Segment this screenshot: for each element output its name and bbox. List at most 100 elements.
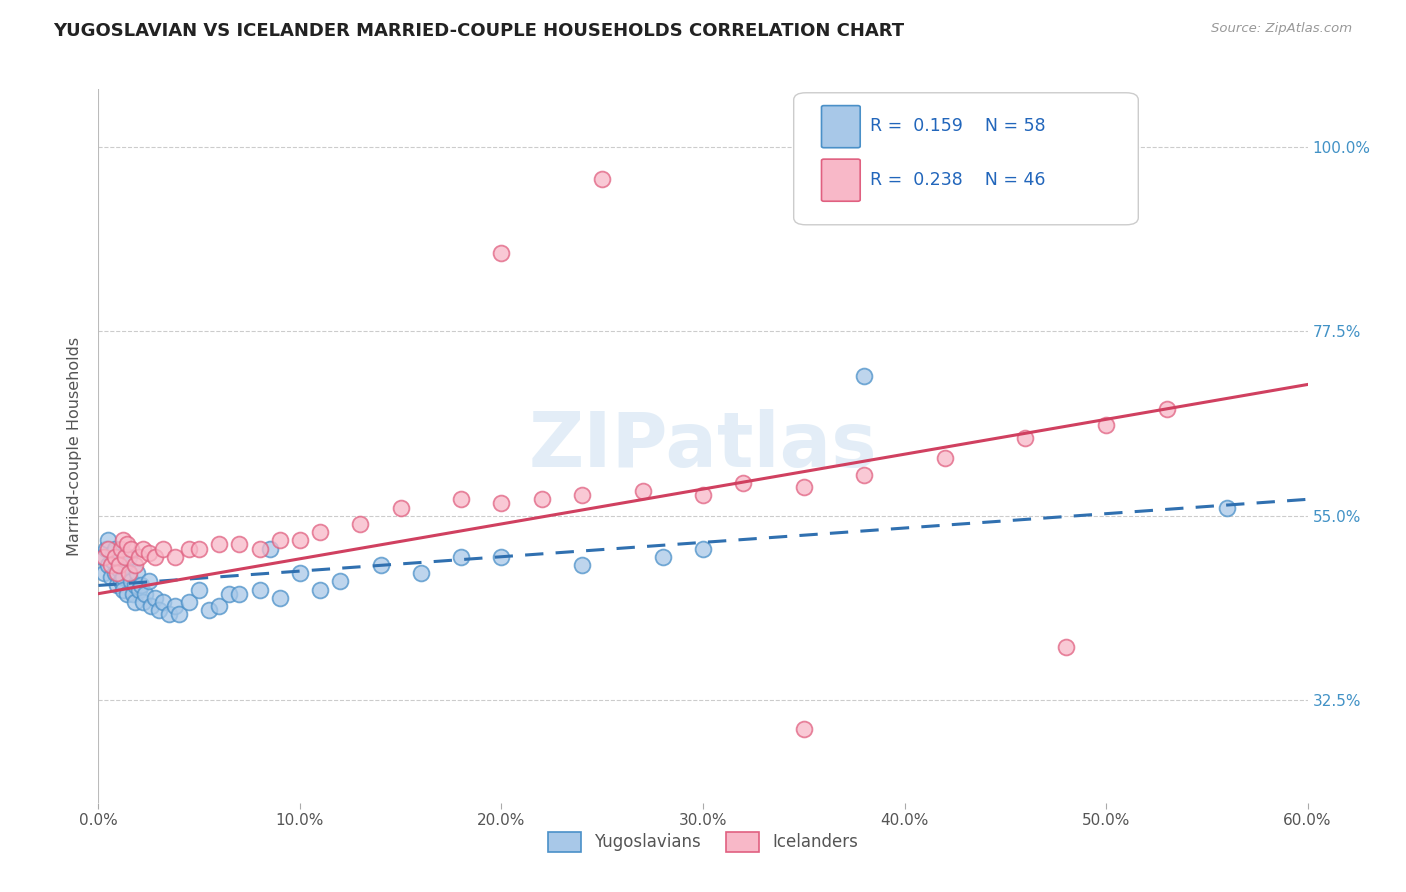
Point: [1216, 500, 1239, 515]
Point: [793, 480, 815, 494]
Point: [105, 578, 128, 592]
Point: [115, 587, 138, 601]
Text: Source: ZipAtlas.com: Source: ZipAtlas.com: [1212, 22, 1353, 36]
Point: [143, 591, 166, 605]
Point: [107, 558, 129, 572]
Point: [139, 599, 162, 613]
Point: [208, 537, 231, 551]
Point: [692, 488, 714, 502]
Point: [97, 558, 120, 572]
Point: [571, 488, 593, 502]
Point: [491, 246, 513, 260]
Point: [1014, 431, 1036, 445]
Point: [733, 475, 755, 490]
Point: [152, 595, 174, 609]
Point: [124, 595, 146, 609]
Y-axis label: Married-couple Households: Married-couple Households: [67, 336, 83, 556]
FancyBboxPatch shape: [821, 159, 860, 202]
Point: [91, 549, 114, 564]
FancyBboxPatch shape: [821, 105, 860, 148]
Point: [309, 582, 332, 597]
Point: [103, 549, 125, 564]
Point: [793, 722, 815, 736]
Point: [228, 587, 250, 601]
Point: [188, 582, 211, 597]
Point: [853, 467, 876, 482]
Point: [134, 587, 156, 601]
Point: [450, 492, 472, 507]
Point: [148, 603, 170, 617]
Point: [110, 574, 132, 589]
Point: [101, 546, 124, 560]
Legend: Yugoslavians, Icelanders: Yugoslavians, Icelanders: [541, 825, 865, 859]
Text: ZIPatlas: ZIPatlas: [529, 409, 877, 483]
Point: [132, 595, 155, 609]
Point: [97, 541, 120, 556]
Point: [120, 541, 142, 556]
Point: [129, 578, 152, 592]
Point: [934, 451, 956, 466]
Point: [370, 558, 392, 572]
Point: [105, 566, 128, 581]
Point: [530, 492, 553, 507]
Point: [167, 607, 190, 622]
Point: [269, 591, 291, 605]
Point: [101, 554, 124, 568]
Point: [631, 484, 654, 499]
Point: [249, 582, 271, 597]
Point: [110, 541, 132, 556]
Point: [288, 533, 311, 548]
Point: [349, 516, 371, 531]
Point: [329, 574, 352, 589]
Point: [450, 549, 472, 564]
Point: [853, 369, 876, 384]
Text: R =  0.159    N = 58: R = 0.159 N = 58: [870, 118, 1046, 136]
Point: [107, 562, 129, 576]
Point: [1054, 640, 1077, 654]
Point: [93, 549, 115, 564]
Point: [249, 541, 271, 556]
Point: [107, 549, 129, 564]
Point: [118, 566, 141, 581]
Point: [103, 566, 125, 581]
Point: [124, 578, 146, 592]
Point: [491, 549, 513, 564]
Point: [118, 566, 141, 581]
Point: [288, 566, 311, 581]
Point: [1095, 418, 1118, 433]
Point: [115, 537, 138, 551]
Point: [591, 172, 613, 186]
Point: [163, 599, 186, 613]
Point: [188, 541, 211, 556]
Point: [111, 570, 134, 584]
Point: [208, 599, 231, 613]
Point: [128, 582, 150, 597]
FancyBboxPatch shape: [793, 93, 1139, 225]
Point: [138, 574, 160, 589]
Point: [97, 533, 120, 548]
Point: [96, 541, 118, 556]
Point: [692, 541, 714, 556]
Point: [124, 558, 146, 572]
Point: [179, 595, 201, 609]
Text: R =  0.238    N = 46: R = 0.238 N = 46: [870, 171, 1046, 189]
Point: [103, 541, 125, 556]
Point: [138, 546, 160, 560]
Point: [132, 541, 155, 556]
Point: [179, 541, 201, 556]
Point: [111, 582, 134, 597]
Point: [157, 607, 180, 622]
Point: [114, 549, 136, 564]
Point: [269, 533, 291, 548]
Point: [143, 549, 166, 564]
Point: [152, 541, 174, 556]
Point: [491, 496, 513, 510]
Point: [121, 587, 143, 601]
Point: [571, 558, 593, 572]
Point: [100, 570, 122, 584]
Point: [1156, 402, 1178, 417]
Point: [118, 549, 141, 564]
Point: [651, 549, 673, 564]
Point: [198, 603, 221, 617]
Point: [309, 525, 332, 540]
